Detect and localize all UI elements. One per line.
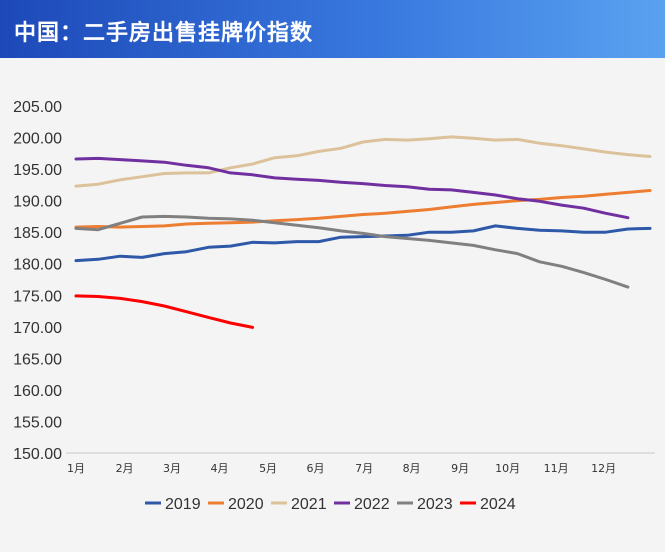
x-tick-label: 5月 bbox=[259, 462, 277, 475]
series-line-2024 bbox=[74, 294, 255, 329]
chart-title: 中国：二手房出售挂牌价指数 bbox=[14, 21, 314, 46]
x-tick-label: 7月 bbox=[355, 462, 373, 475]
legend-label-2024: 2024 bbox=[480, 496, 516, 513]
x-tick-label: 6月 bbox=[307, 462, 325, 475]
chart-plot-area: 150.00 155.00 160.00 165.00 170.00 175.00 180.… bbox=[0, 58, 665, 552]
x-tick-label: 11月 bbox=[544, 462, 569, 475]
legend-label-2020: 2020 bbox=[228, 496, 264, 513]
series-line-2020 bbox=[74, 189, 652, 229]
series-line-2021 bbox=[74, 135, 652, 188]
x-tick-label: 12月 bbox=[591, 462, 616, 475]
x-tick-label: 2月 bbox=[116, 462, 134, 475]
legend-label-2021: 2021 bbox=[291, 496, 327, 513]
series-line-2022 bbox=[74, 156, 630, 220]
y-tick-label: 180.00 bbox=[13, 257, 62, 274]
y-tick-label: 170.00 bbox=[13, 320, 62, 337]
y-tick-label: 165.00 bbox=[13, 351, 62, 368]
legend-label-2022: 2022 bbox=[354, 496, 390, 513]
x-tick-label: 1月 bbox=[67, 462, 85, 475]
y-tick-label: 155.00 bbox=[13, 414, 62, 431]
y-tick-label: 195.00 bbox=[13, 162, 62, 179]
series-lines bbox=[74, 135, 652, 329]
legend: 2019 2020 2021 2022 2023 2024 bbox=[145, 496, 516, 513]
y-tick-label: 185.00 bbox=[13, 225, 62, 242]
series-line-2019 bbox=[74, 224, 652, 263]
y-tick-label: 205.00 bbox=[13, 99, 62, 116]
line-chart: 150.00 155.00 160.00 165.00 170.00 175.00 180.… bbox=[13, 99, 655, 513]
legend-label-2019: 2019 bbox=[165, 496, 201, 513]
chart-header: 中国：二手房出售挂牌价指数 bbox=[0, 0, 665, 58]
y-tick-label: 175.00 bbox=[13, 288, 62, 305]
y-tick-label: 200.00 bbox=[13, 131, 62, 148]
series-line-2023 bbox=[74, 214, 630, 289]
y-tick-label: 150.00 bbox=[13, 446, 62, 463]
x-tick-label: 10月 bbox=[495, 462, 520, 475]
y-axis: 150.00 155.00 160.00 165.00 170.00 175.00 180.… bbox=[13, 99, 62, 463]
x-tick-label: 4月 bbox=[211, 462, 229, 475]
x-tick-label: 9月 bbox=[451, 462, 469, 475]
y-tick-label: 160.00 bbox=[13, 383, 62, 400]
x-tick-label: 8月 bbox=[403, 462, 421, 475]
x-tick-label: 3月 bbox=[163, 462, 181, 475]
x-axis: 1月 2月 3月 4月 5月 6月 7月 8月 9月 10月 11月 12月 bbox=[67, 462, 616, 475]
legend-label-2023: 2023 bbox=[417, 496, 453, 513]
y-tick-label: 190.00 bbox=[13, 194, 62, 211]
